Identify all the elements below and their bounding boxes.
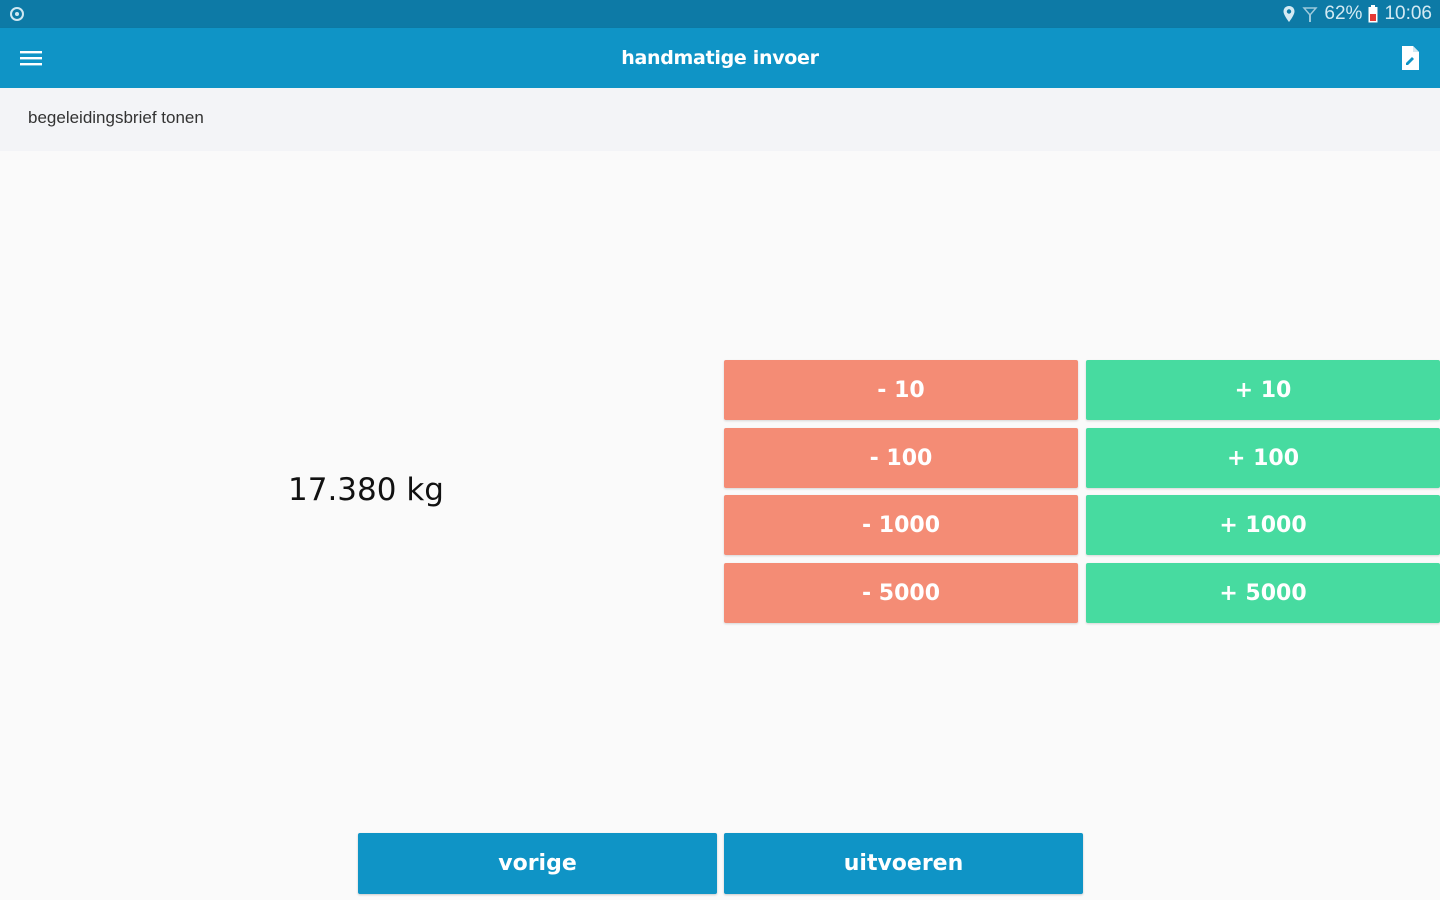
battery-icon (1368, 5, 1378, 23)
status-bar: 62% 10:06 (0, 0, 1440, 28)
document-icon[interactable] (1398, 44, 1422, 72)
sub-bar: begeleidingsbrief tonen (0, 88, 1440, 151)
signal-icon (1302, 5, 1319, 23)
plus-10-button[interactable]: + 10 (1086, 360, 1440, 420)
minus-100-button[interactable]: - 100 (724, 428, 1078, 488)
previous-button[interactable]: vorige (358, 833, 717, 894)
app-bar: handmatige invoer (0, 28, 1440, 88)
execute-button[interactable]: uitvoeren (724, 833, 1083, 894)
settings-icon (8, 5, 26, 23)
minus-5000-button[interactable]: - 5000 (724, 563, 1078, 623)
minus-10-button[interactable]: - 10 (724, 360, 1078, 420)
clock: 10:06 (1384, 3, 1432, 24)
menu-icon[interactable] (18, 46, 44, 70)
plus-1000-button[interactable]: + 1000 (1086, 495, 1440, 555)
location-icon (1282, 5, 1296, 23)
weight-display: 17.380 kg (288, 472, 444, 508)
plus-100-button[interactable]: + 100 (1086, 428, 1440, 488)
plus-5000-button[interactable]: + 5000 (1086, 563, 1440, 623)
minus-1000-button[interactable]: - 1000 (724, 495, 1078, 555)
page-title: handmatige invoer (621, 47, 819, 69)
battery-percentage: 62% (1324, 3, 1363, 24)
show-delivery-note-link[interactable]: begeleidingsbrief tonen (28, 108, 204, 127)
